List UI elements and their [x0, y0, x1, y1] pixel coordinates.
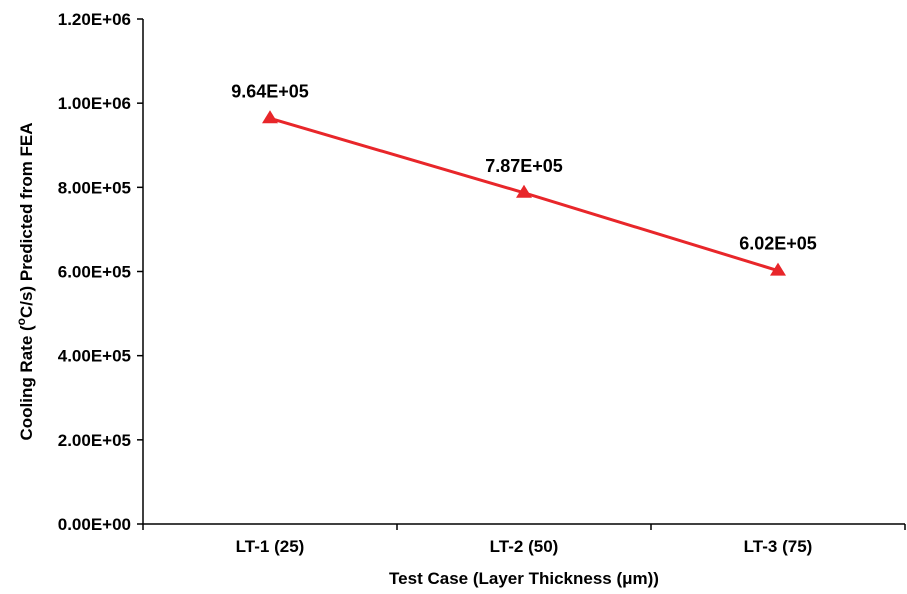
data-point-marker — [770, 262, 786, 276]
y-axis-title-degree: o — [14, 318, 28, 325]
data-label: 7.87E+05 — [485, 156, 563, 176]
x-tick-label: LT-3 (75) — [744, 537, 813, 556]
data-label: 6.02E+05 — [739, 234, 817, 254]
data-point-marker — [516, 184, 532, 198]
y-axis-title-part-1: Cooling Rate ( — [17, 325, 36, 441]
x-tick-label: LT-2 (50) — [490, 537, 559, 556]
x-tick-label: LT-1 (25) — [236, 537, 305, 556]
y-tick-label: 0.00E+00 — [58, 515, 131, 534]
y-tick-label: 6.00E+05 — [58, 263, 131, 282]
y-tick-label: 1.20E+06 — [58, 10, 131, 29]
y-tick-label: 4.00E+05 — [58, 347, 131, 366]
y-tick-label: 8.00E+05 — [58, 178, 131, 197]
y-axis: 0.00E+00 2.00E+05 4.00E+05 6.00E+05 8.00E+05… — [58, 10, 144, 534]
data-point-marker — [262, 110, 278, 124]
x-axis: LT-1 (25) LT-2 (50) LT-3 (75) — [142, 523, 906, 556]
data-label: 9.64E+05 — [231, 81, 309, 101]
y-tick-label: 1.00E+06 — [58, 94, 131, 113]
y-tick-label: 2.00E+05 — [58, 431, 131, 450]
y-axis-title: Cooling Rate (oC/s) Predicted from FEA — [14, 122, 36, 440]
series: 9.64E+05 7.87E+05 6.02E+05 — [231, 81, 817, 276]
y-axis-title-part-2: C/s) Predicted from FEA — [17, 122, 36, 318]
x-axis-title: Test Case (Layer Thickness (μm)) — [389, 569, 659, 588]
